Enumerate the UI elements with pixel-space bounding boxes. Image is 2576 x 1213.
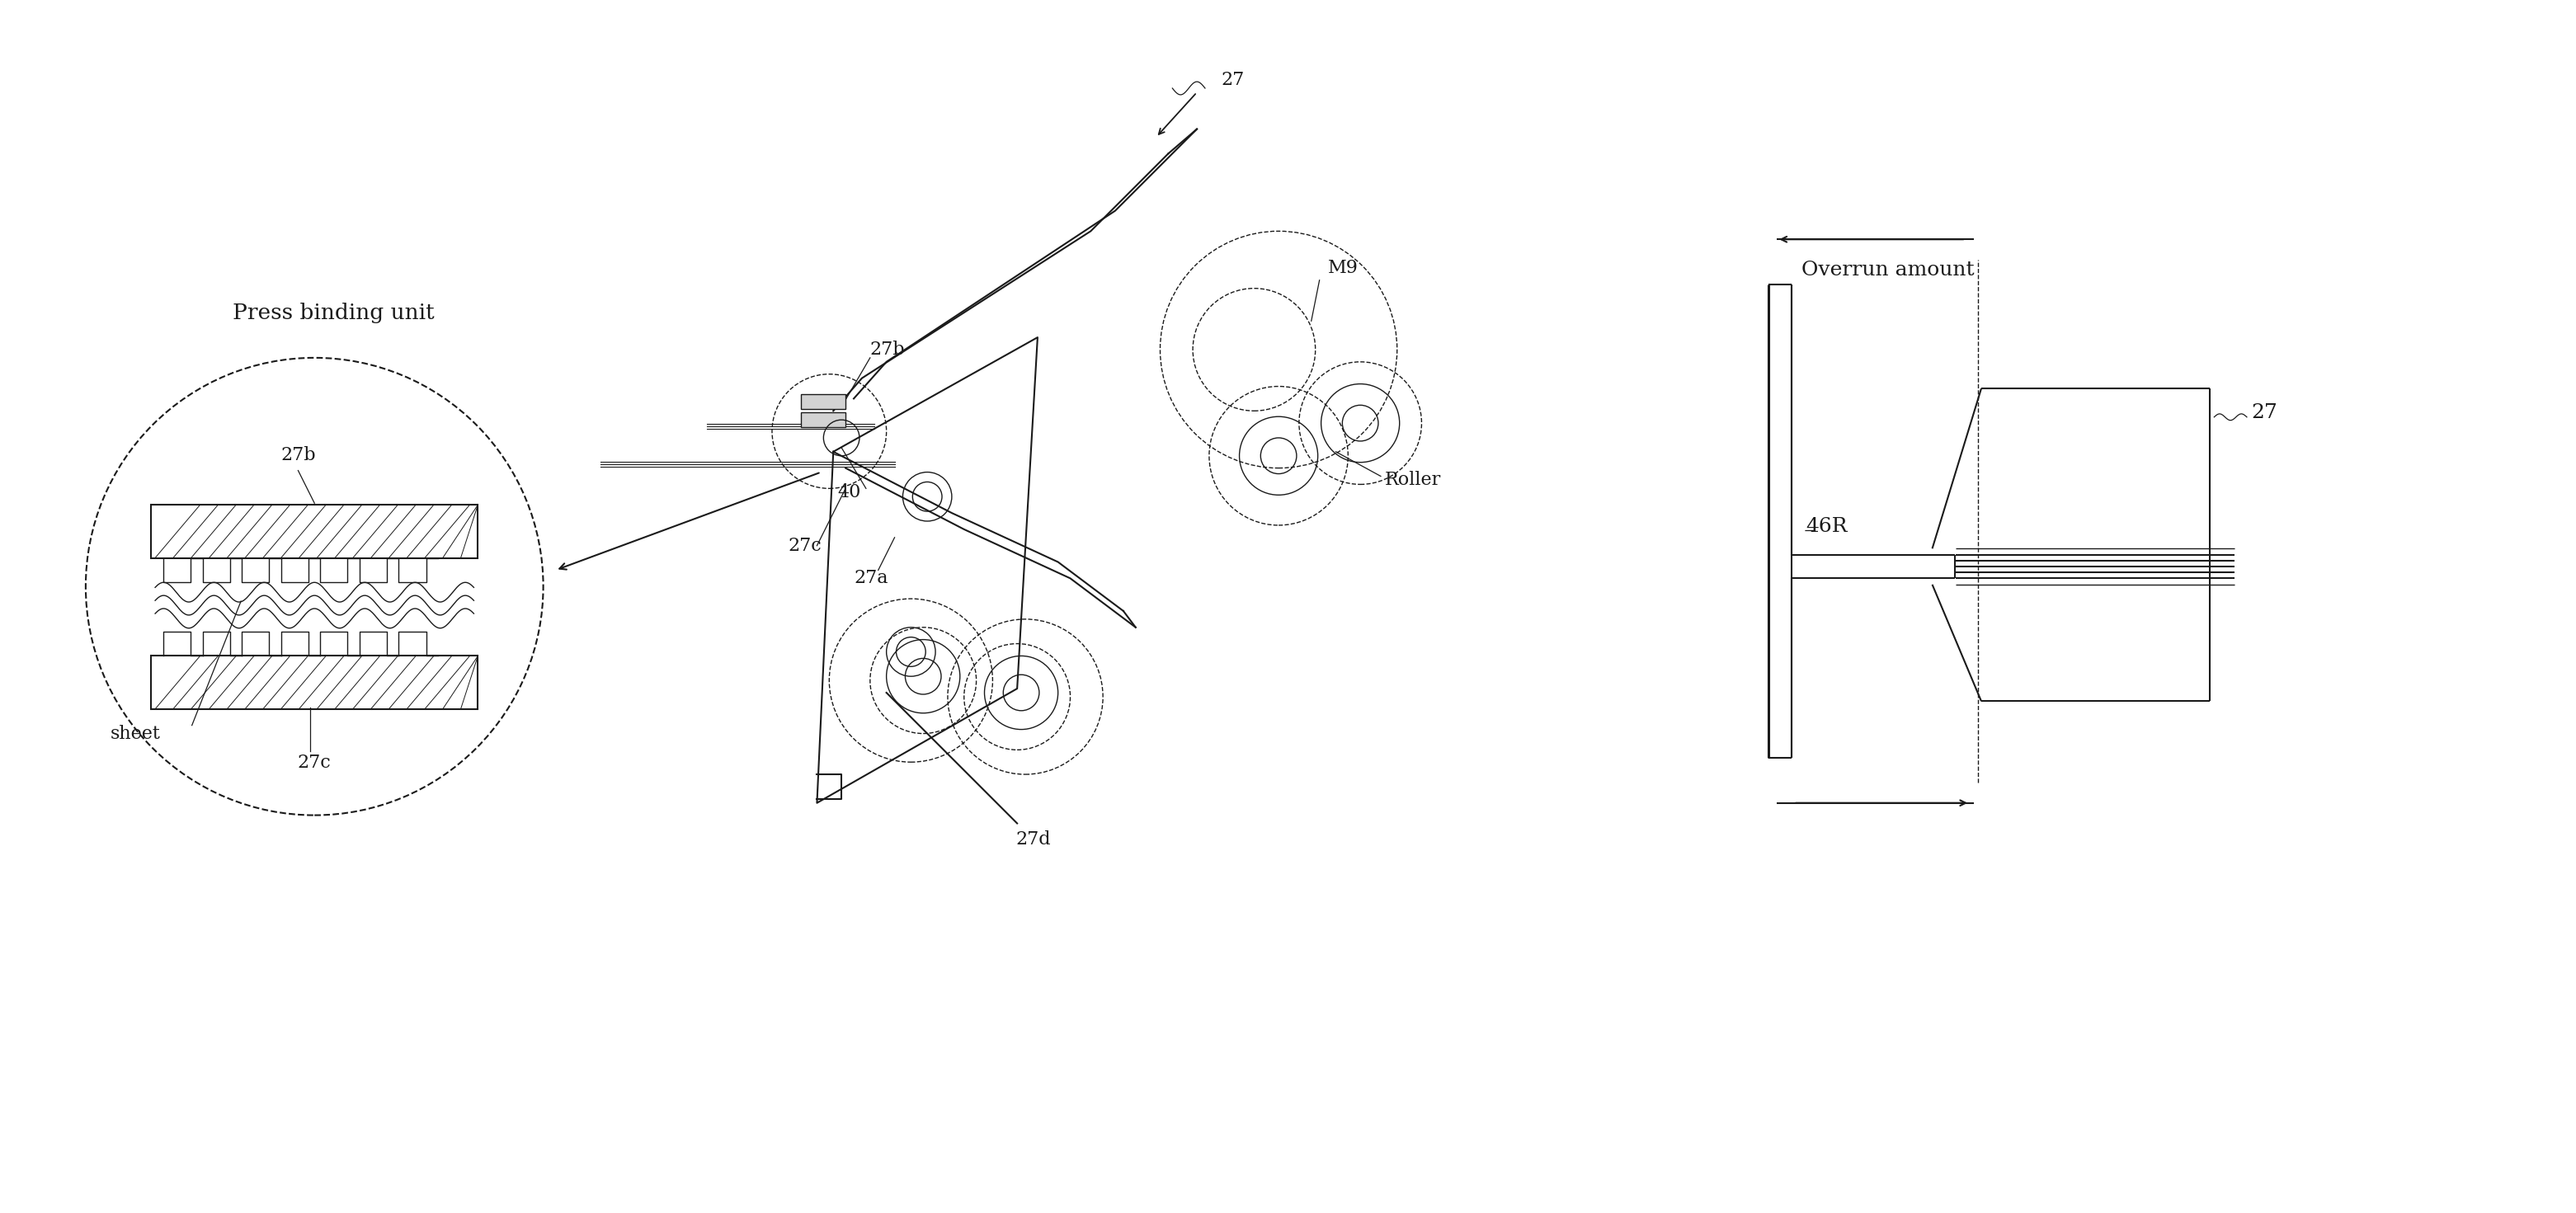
Text: 27b: 27b <box>871 341 904 359</box>
Text: 27: 27 <box>1221 72 1244 89</box>
Text: Roller: Roller <box>1386 471 1440 489</box>
Text: Overrun amount: Overrun amount <box>1801 261 1973 280</box>
Text: sheet: sheet <box>111 724 160 742</box>
Text: 46R: 46R <box>1806 517 1847 536</box>
Text: 27a: 27a <box>853 569 889 587</box>
Text: 27c: 27c <box>299 754 332 773</box>
Bar <box>801 412 845 427</box>
Text: 27d: 27d <box>1015 831 1051 849</box>
Bar <box>801 394 845 409</box>
Bar <box>152 656 479 710</box>
Text: 40: 40 <box>837 484 860 502</box>
Text: 27b: 27b <box>281 446 317 463</box>
Text: 27: 27 <box>2251 404 2277 422</box>
Text: Press binding unit: Press binding unit <box>232 302 435 323</box>
Text: 27c: 27c <box>788 536 822 554</box>
Text: M9: M9 <box>1327 258 1358 277</box>
Bar <box>152 505 479 558</box>
